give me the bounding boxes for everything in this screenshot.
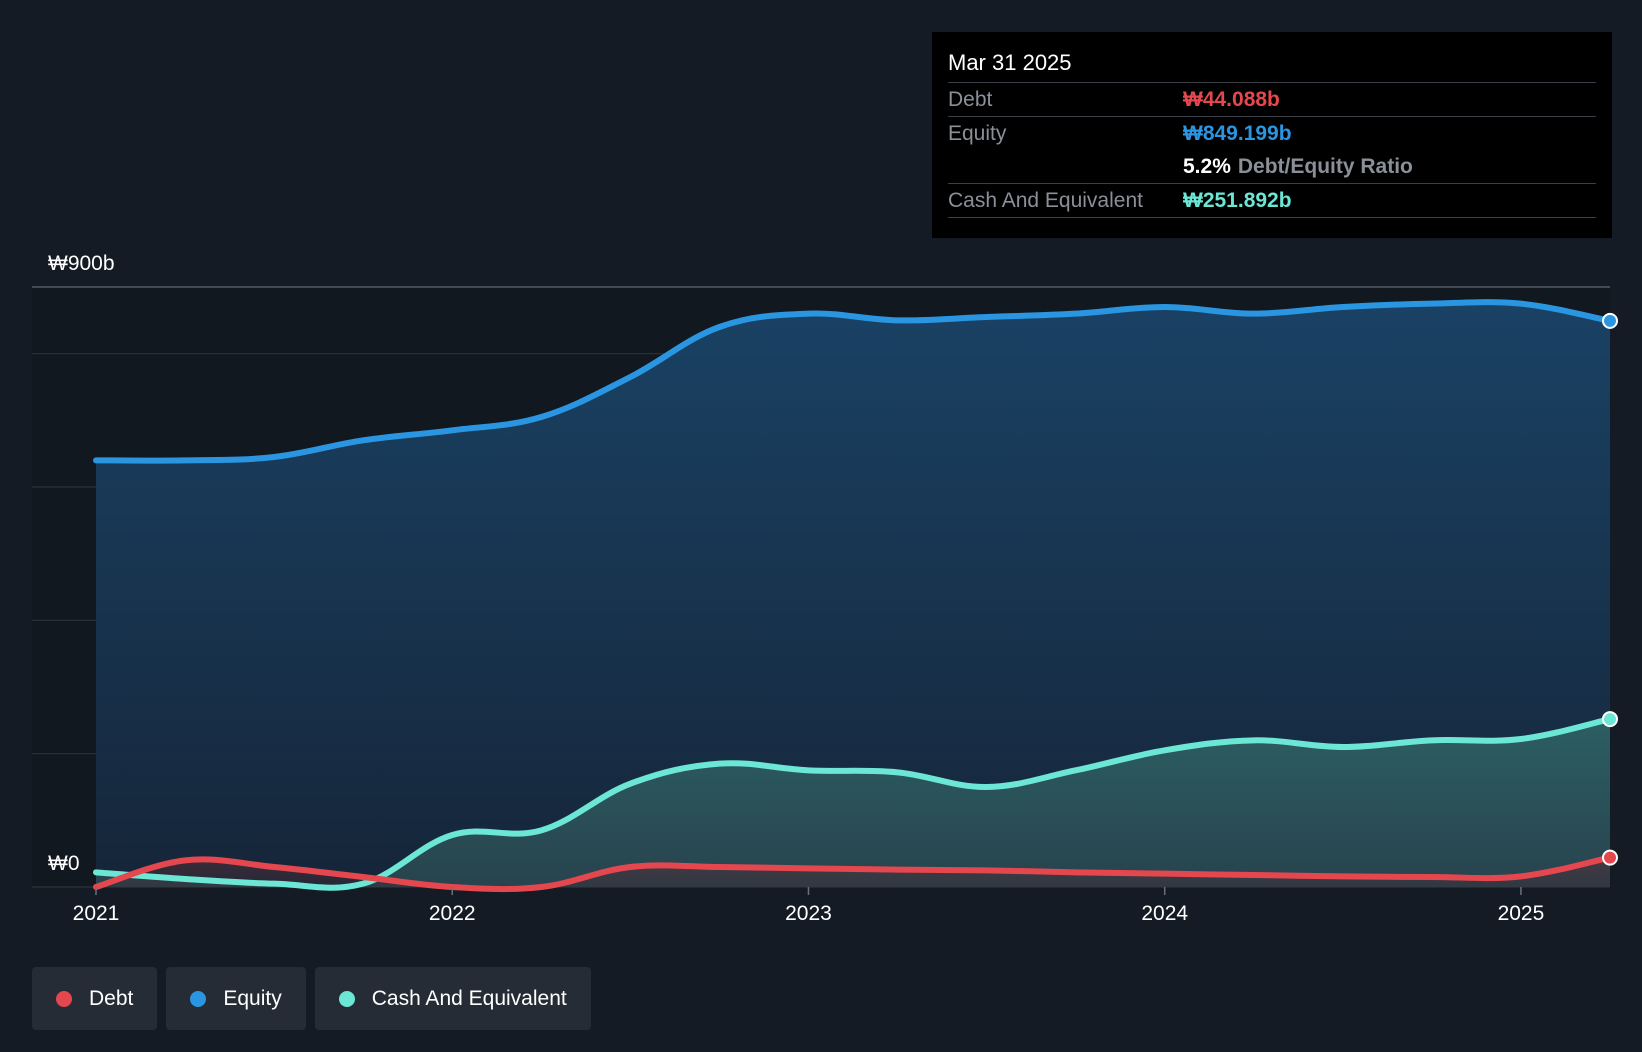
tooltip-date: Mar 31 2025 bbox=[948, 50, 1072, 75]
tooltip-equity-label: Equity bbox=[948, 122, 1007, 145]
legend-label-equity: Equity bbox=[223, 986, 282, 1010]
debt-end-marker[interactable] bbox=[1602, 849, 1618, 866]
tooltip-ratio-value: 5.2% bbox=[1183, 155, 1231, 178]
x-tick-label-2022: 2022 bbox=[429, 902, 476, 925]
cash-end-marker[interactable] bbox=[1602, 711, 1618, 728]
x-axis-ticks: 2021 2022 2023 2024 2025 bbox=[73, 887, 1545, 925]
tooltip-equity-row: Equity ₩849.199b bbox=[948, 116, 1596, 150]
series-lines bbox=[93, 299, 1613, 893]
series-end-markers bbox=[1602, 312, 1618, 866]
debt-line bbox=[93, 854, 1613, 893]
y-axis-bottom-label: ₩0 bbox=[48, 852, 80, 875]
tooltip: Mar 31 2025 Debt ₩44.088b Equity ₩849.19… bbox=[932, 32, 1612, 238]
legend-item-equity[interactable]: Equity bbox=[166, 967, 306, 1030]
tooltip-ratio-label: Debt/Equity Ratio bbox=[1237, 155, 1413, 178]
legend-item-cash[interactable]: Cash And Equivalent bbox=[314, 967, 591, 1030]
y-axis-top-label: ₩900b bbox=[48, 252, 115, 275]
tooltip-equity-value: ₩849.199b bbox=[1183, 122, 1292, 145]
legend-label-cash: Cash And Equivalent bbox=[371, 986, 567, 1010]
tooltip-ratio-row: 5.2% Debt/Equity Ratio bbox=[948, 150, 1596, 183]
cash-line bbox=[93, 716, 1613, 891]
cash-dot-icon bbox=[338, 990, 355, 1007]
tooltip-debt-row: Debt ₩44.088b bbox=[948, 82, 1596, 116]
x-tick-label-2025: 2025 bbox=[1498, 902, 1545, 925]
tooltip-cash-value: ₩251.892b bbox=[1183, 189, 1292, 212]
tooltip-debt-label: Debt bbox=[948, 88, 993, 111]
debt-area bbox=[96, 857, 1610, 890]
tooltip-debt-value: ₩44.088b bbox=[1183, 88, 1280, 111]
legend-item-debt[interactable]: Debt bbox=[32, 967, 158, 1030]
tooltip-cash-row: Cash And Equivalent ₩251.892b bbox=[948, 183, 1596, 218]
x-tick-label-2024: 2024 bbox=[1141, 902, 1188, 925]
legend-label-debt: Debt bbox=[89, 986, 134, 1010]
equity-end-marker[interactable] bbox=[1602, 312, 1618, 329]
x-tick-label-2023: 2023 bbox=[785, 902, 832, 925]
debt-dot-icon bbox=[56, 990, 72, 1007]
legend: Debt Equity Cash And Equivalent bbox=[32, 967, 591, 1030]
equity-dot-icon bbox=[190, 990, 207, 1007]
x-tick-label-2021: 2021 bbox=[73, 902, 120, 925]
equity-line bbox=[93, 299, 1613, 464]
tooltip-cash-label: Cash And Equivalent bbox=[948, 189, 1143, 212]
tooltip-ratio-spacer bbox=[948, 150, 1183, 183]
cash-area bbox=[96, 719, 1610, 888]
